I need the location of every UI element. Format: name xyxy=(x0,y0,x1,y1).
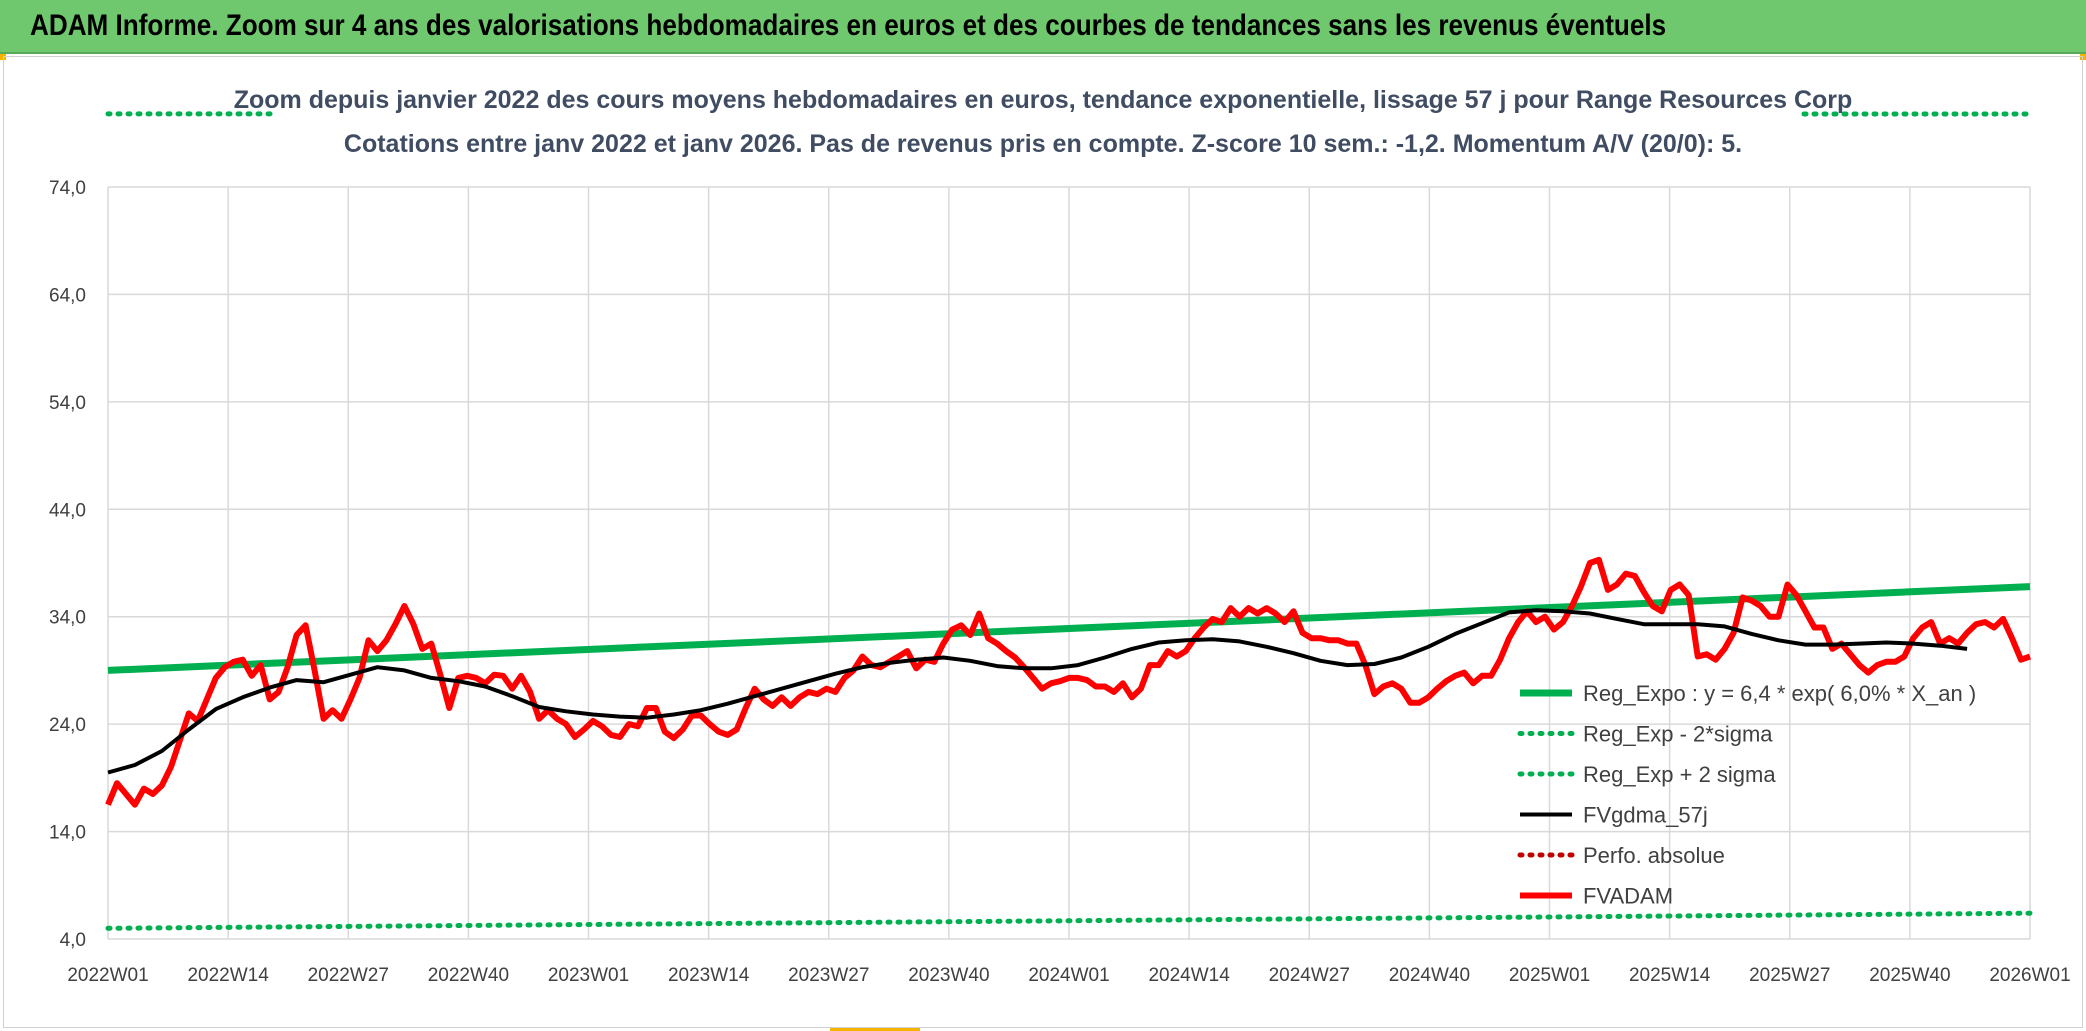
y-tick-label: 4,0 xyxy=(60,930,86,951)
bottom-accent-bar xyxy=(830,1028,920,1031)
legend-label: FVgdma_57j xyxy=(1583,803,1708,828)
legend-label: Perfo. absolue xyxy=(1583,843,1725,868)
x-tick-label: 2022W40 xyxy=(428,965,509,986)
x-tick-label: 2024W27 xyxy=(1269,965,1350,986)
y-tick-label: 54,0 xyxy=(49,393,86,414)
legend-label: Reg_Expo : y = 6,4 * exp( 6,0% * X_an ) xyxy=(1583,681,1976,706)
series-line-fvadam xyxy=(105,556,2032,808)
y-tick-label: 74,0 xyxy=(49,178,86,199)
chart-title: Zoom depuis janvier 2022 des cours moyen… xyxy=(234,86,1853,114)
x-tick-label: 2025W14 xyxy=(1629,965,1711,986)
x-tick-label: 2024W40 xyxy=(1389,965,1470,986)
series-line-reg-expo-y-6-4-exp-6-0-x-an xyxy=(107,583,2031,674)
legend-label: Reg_Exp + 2 sigma xyxy=(1583,762,1776,787)
chart-subtitle: Cotations entre janv 2022 et janv 2026. … xyxy=(344,130,1742,158)
y-tick-label: 24,0 xyxy=(49,715,86,736)
corner-accent-right xyxy=(2080,54,2086,60)
x-tick-label: 2025W27 xyxy=(1749,965,1830,986)
x-tick-label: 2023W01 xyxy=(548,965,629,986)
chart-frame xyxy=(3,56,2083,1028)
x-tick-label: 2022W27 xyxy=(308,965,389,986)
series-line-reg-exp-2-sigma xyxy=(105,910,2033,931)
x-tick-label: 2022W14 xyxy=(187,965,269,986)
chart-legend: Reg_Expo : y = 6,4 * exp( 6,0% * X_an ) R… xyxy=(1517,681,1976,909)
x-tick-label: 2024W14 xyxy=(1148,965,1230,986)
legend-label: FVADAM xyxy=(1583,884,1673,909)
x-tick-label: 2025W40 xyxy=(1869,965,1950,986)
y-tick-label: 64,0 xyxy=(49,285,86,306)
x-tick-label: 2022W01 xyxy=(67,965,148,986)
legend-label: Reg_Exp - 2*sigma xyxy=(1583,722,1773,747)
report-title: ADAM Informe. Zoom sur 4 ans des valoris… xyxy=(30,9,1667,42)
x-tick-label: 2023W14 xyxy=(668,965,750,986)
y-tick-label: 14,0 xyxy=(49,823,86,844)
y-tick-label: 44,0 xyxy=(49,500,86,521)
x-tick-label: 2024W01 xyxy=(1028,965,1109,986)
y-axis-ticks: 4,0 14,0 24,0 34,0 44,0 54,0 64,0 74,0 xyxy=(49,178,86,951)
x-tick-label: 2023W40 xyxy=(908,965,989,986)
series-line-fvgdma-57j xyxy=(107,608,1968,775)
x-tick-label: 2023W27 xyxy=(788,965,869,986)
report-banner: ADAM Informe. Zoom sur 4 ans des valoris… xyxy=(0,0,2086,54)
x-tick-label: 2025W01 xyxy=(1509,965,1590,986)
x-tick-label: 2026W01 xyxy=(1989,965,2070,986)
y-tick-label: 34,0 xyxy=(49,608,86,629)
x-axis-ticks: 2022W01 2022W14 2022W27 2022W40 2023W01 2023W… xyxy=(67,965,2070,986)
series-layer xyxy=(105,111,2033,931)
grid-lines xyxy=(107,186,2031,940)
